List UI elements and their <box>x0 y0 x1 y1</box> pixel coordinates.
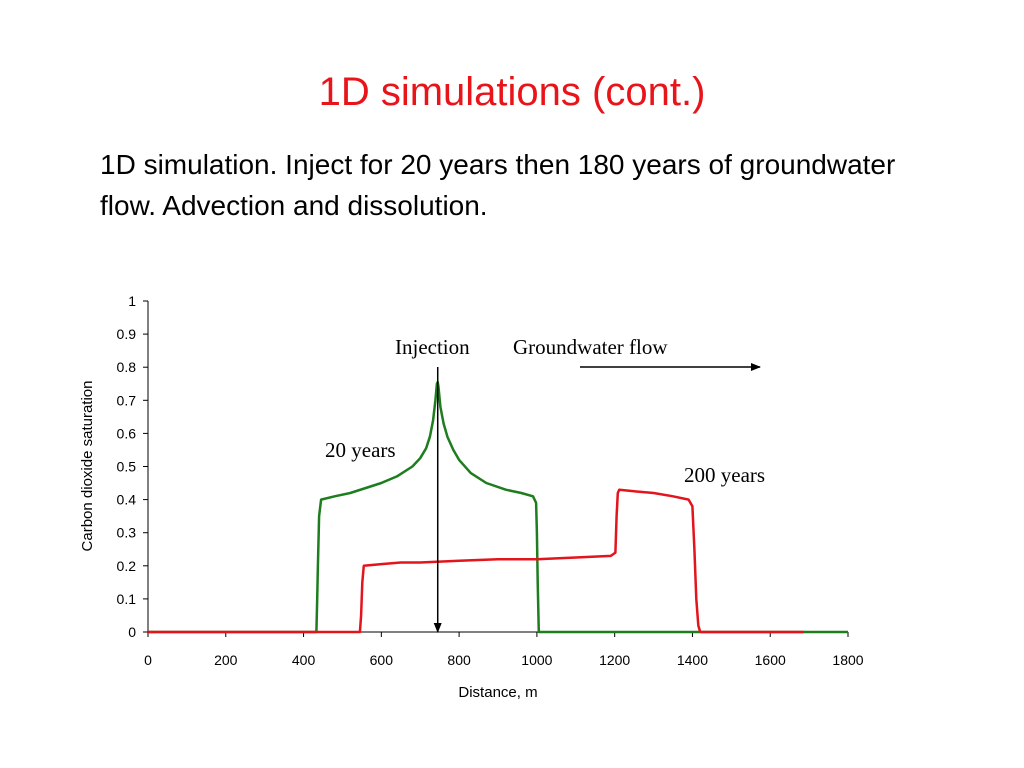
y-tick-label: 0.3 <box>117 525 137 541</box>
annotations: Carbon dioxide saturation Distance, m In… <box>79 335 765 701</box>
groundwater-flow-label: Groundwater flow <box>513 335 668 359</box>
x-tick-label: 200 <box>214 652 238 668</box>
label-20-years: 20 years <box>325 438 396 462</box>
x-tick-label: 1200 <box>599 652 630 668</box>
y-tick-label: 0.9 <box>117 326 137 342</box>
y-tick-label: 0.2 <box>117 558 137 574</box>
x-tick-label: 600 <box>370 652 394 668</box>
series-20-years-line <box>148 380 848 634</box>
y-tick-label: 0.5 <box>117 459 137 475</box>
x-tick-label: 400 <box>292 652 316 668</box>
x-tick-label: 1000 <box>521 652 552 668</box>
x-tick-label: 800 <box>447 652 471 668</box>
y-tick-label: 0.4 <box>117 492 137 508</box>
injection-label: Injection <box>395 335 470 359</box>
y-tick-label: 0.6 <box>117 425 137 441</box>
slide-body-text: 1D simulation. Inject for 20 years then … <box>100 149 896 221</box>
x-tick-label: 1600 <box>755 652 786 668</box>
series-lines <box>148 380 848 634</box>
y-tick-label: 0.7 <box>117 392 137 408</box>
x-tick-label: 1400 <box>677 652 708 668</box>
label-200-years: 200 years <box>684 463 765 487</box>
y-tick-label: 1 <box>128 293 136 309</box>
x-axis-title: Distance, m <box>458 684 537 701</box>
x-tick-label: 1800 <box>832 652 863 668</box>
y-axis-title: Carbon dioxide saturation <box>79 381 96 552</box>
y-tick-label: 0.1 <box>117 591 137 607</box>
series-200-years-line <box>148 488 804 634</box>
y-tick-label: 0.8 <box>117 359 137 375</box>
y-tick-label: 0 <box>128 624 136 640</box>
x-tick-label: 0 <box>144 652 152 668</box>
slide-title: 1D simulations (cont.) <box>318 70 706 114</box>
